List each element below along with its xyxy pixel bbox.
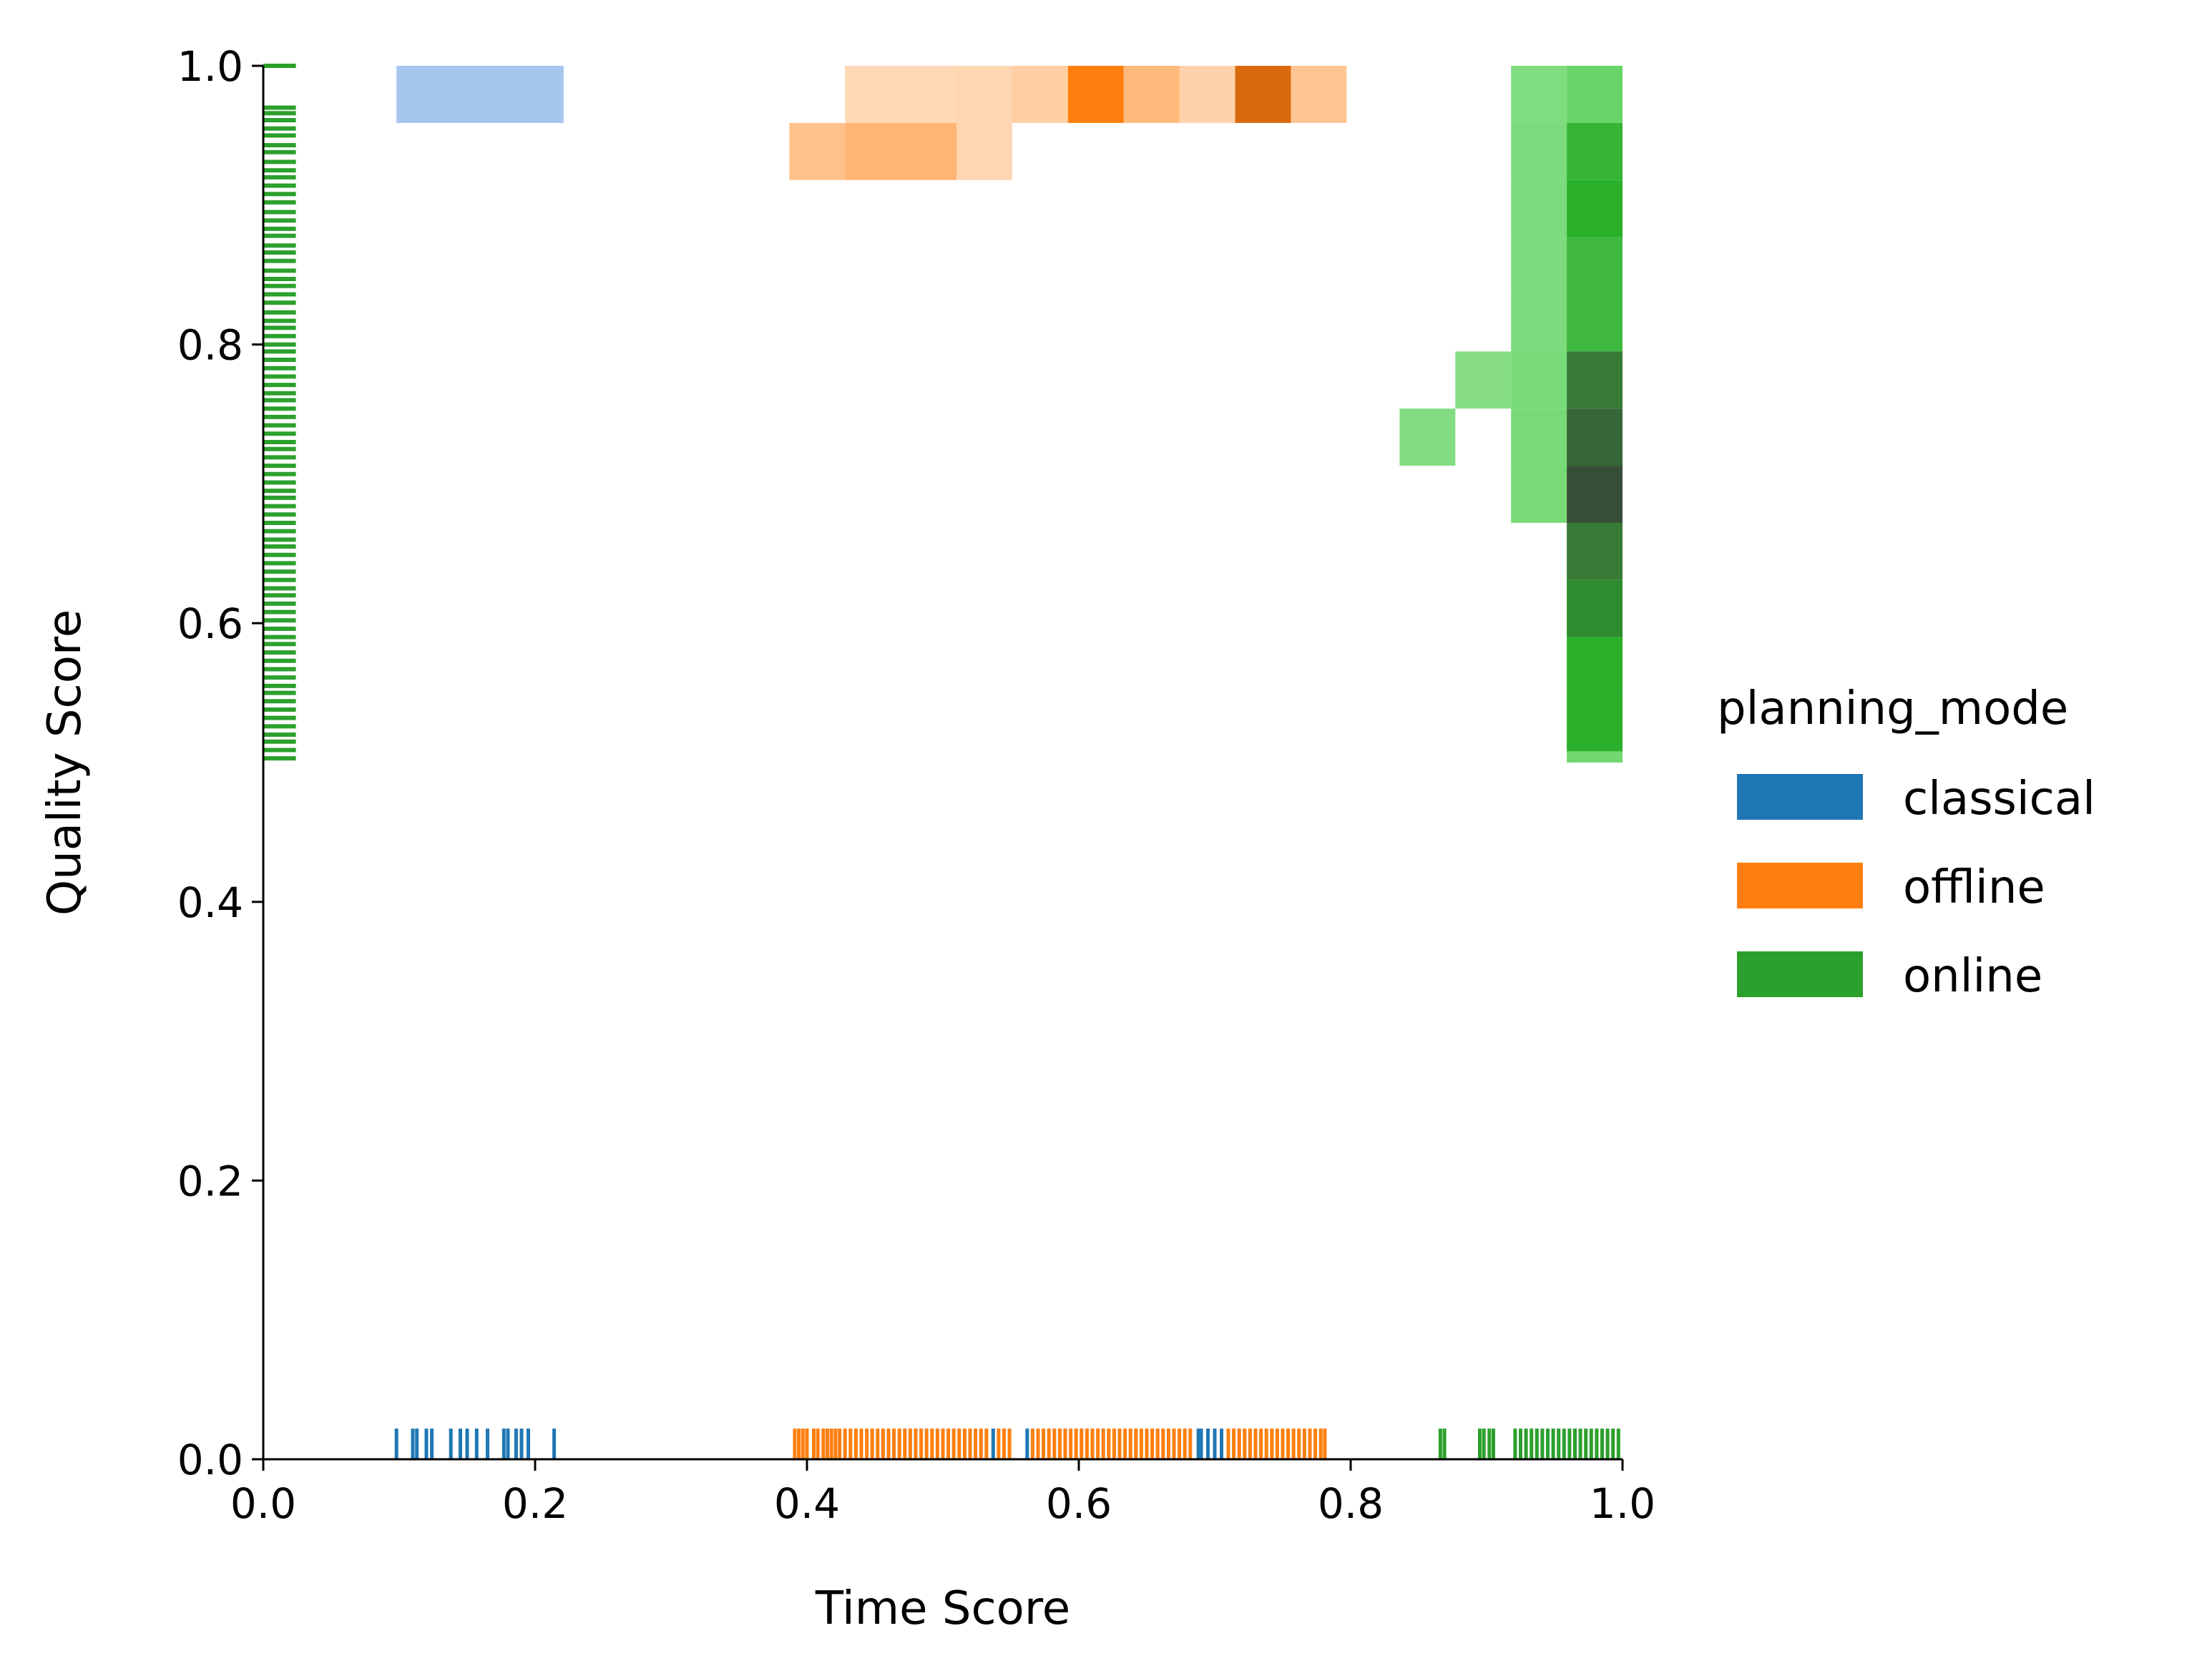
axes <box>262 66 1623 1461</box>
online-heat-cell <box>1567 751 1623 763</box>
online-heat-cell <box>1567 637 1623 695</box>
online-heat-cell <box>1511 122 1567 180</box>
x-tick-label: 0.8 <box>1318 1479 1384 1528</box>
x-tick-label: 0.0 <box>230 1479 296 1528</box>
x-tick-label: 0.2 <box>502 1479 568 1528</box>
x-tick-label: 1.0 <box>1590 1479 1655 1528</box>
classical-heat-cell <box>396 66 564 123</box>
y-ticks: 0.0 0.2 0.4 0.6 0.8 1.0 <box>177 42 263 1484</box>
offline-series <box>789 66 1347 1459</box>
y-axis-label: Quality Score <box>39 609 92 916</box>
y-tick-label: 0.4 <box>177 878 243 927</box>
online-heat-cell <box>1567 694 1623 752</box>
x-axis-label: Time Score <box>815 1582 1070 1635</box>
offline-heat-cell <box>1067 66 1124 123</box>
online-heat-cell <box>1567 66 1623 123</box>
classical-series <box>394 66 1223 1459</box>
offline-heat-cell <box>789 122 846 180</box>
x-ticks: 0.0 0.2 0.4 0.6 0.8 1.0 <box>230 1459 1655 1528</box>
online-heat-cell <box>1511 66 1567 123</box>
y-tick-label: 1.0 <box>177 42 243 91</box>
online-heat-cell <box>1567 294 1623 352</box>
online-heat-cell <box>1511 294 1567 352</box>
legend-label-online: online <box>1903 950 2042 1003</box>
online-heat-cell <box>1511 408 1567 466</box>
x-tick-label: 0.6 <box>1046 1479 1112 1528</box>
plot-area <box>263 64 1623 1459</box>
online-heat-cell <box>1511 180 1567 237</box>
offline-heat-cell <box>1179 66 1235 123</box>
online-series <box>263 64 1623 1459</box>
legend-swatch-classical <box>1737 774 1863 820</box>
offline-heat-cell <box>1012 66 1068 123</box>
online-heat-cell <box>1399 408 1456 466</box>
online-heat-cell <box>1567 522 1623 580</box>
online-heat-cell <box>1455 351 1512 409</box>
offline-heat-cell <box>845 122 901 180</box>
online-heat-cell <box>1511 466 1567 523</box>
online-heat-cell <box>1567 180 1623 237</box>
legend-swatch-online <box>1737 951 1863 997</box>
online-heat-cell <box>1511 351 1567 409</box>
online-heat-cell <box>1567 122 1623 180</box>
offline-heat-cell <box>845 66 901 123</box>
legend-label-classical: classical <box>1903 773 2095 825</box>
legend: planning_mode classical offline online <box>1717 682 2095 1003</box>
offline-heat-cell <box>1123 66 1180 123</box>
legend-title: planning_mode <box>1717 682 2068 735</box>
offline-heat-cell <box>901 66 956 123</box>
offline-heat-cell <box>956 66 1012 123</box>
x-tick-label: 0.4 <box>774 1479 840 1528</box>
y-tick-label: 0.2 <box>177 1157 243 1205</box>
online-heat-cell <box>1511 237 1567 295</box>
legend-swatch-offline <box>1737 863 1863 908</box>
online-heat-cell <box>1567 237 1623 295</box>
y-tick-label: 0.6 <box>177 599 243 648</box>
y-tick-label: 0.0 <box>177 1436 243 1484</box>
offline-heat-cell <box>901 122 956 180</box>
online-heat-cell <box>1567 579 1623 637</box>
online-heat-cell <box>1567 466 1623 523</box>
offline-heat-cell <box>1291 66 1347 123</box>
offline-heat-cell <box>956 122 1012 180</box>
online-heat-cell <box>1567 351 1623 409</box>
online-heat-cell <box>1567 408 1623 466</box>
offline-heat-cell <box>1235 66 1291 123</box>
legend-label-offline: offline <box>1903 861 2045 914</box>
y-tick-label: 0.8 <box>177 321 243 370</box>
